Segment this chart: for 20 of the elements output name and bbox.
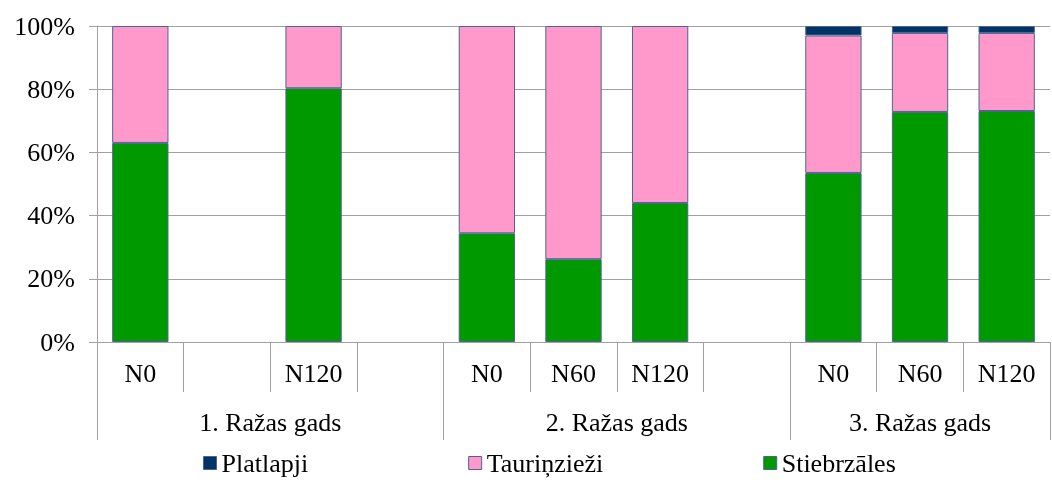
text: 3. Ražas gads xyxy=(848,407,992,437)
x-tick-label: N0 xyxy=(124,358,157,388)
legend-label: Tauriņzieži xyxy=(486,448,604,478)
y-tick-label: 20% xyxy=(27,264,75,294)
legend-label: Stiebrzāles xyxy=(781,448,896,478)
x-tick-label: N0 xyxy=(470,358,503,388)
x-tick-label: N60 xyxy=(551,358,596,388)
legend-label: Platlapji xyxy=(221,448,309,478)
x-tick-label: N120 xyxy=(631,358,690,388)
x-tick-label: N60 xyxy=(897,358,943,388)
y-tick-label: 60% xyxy=(27,137,75,167)
y-tick-label: 0% xyxy=(40,327,75,357)
x-tick-label: N120 xyxy=(977,358,1036,388)
x-tick-label: N0 xyxy=(817,358,850,388)
y-tick-label: 100% xyxy=(14,11,75,41)
x-tick-label: N120 xyxy=(284,358,343,388)
text: 2. Ražas gads xyxy=(545,407,688,437)
text: 1. Ražas gads xyxy=(199,407,342,437)
y-tick-label: 40% xyxy=(27,201,75,231)
y-tick-label: 80% xyxy=(27,74,75,104)
